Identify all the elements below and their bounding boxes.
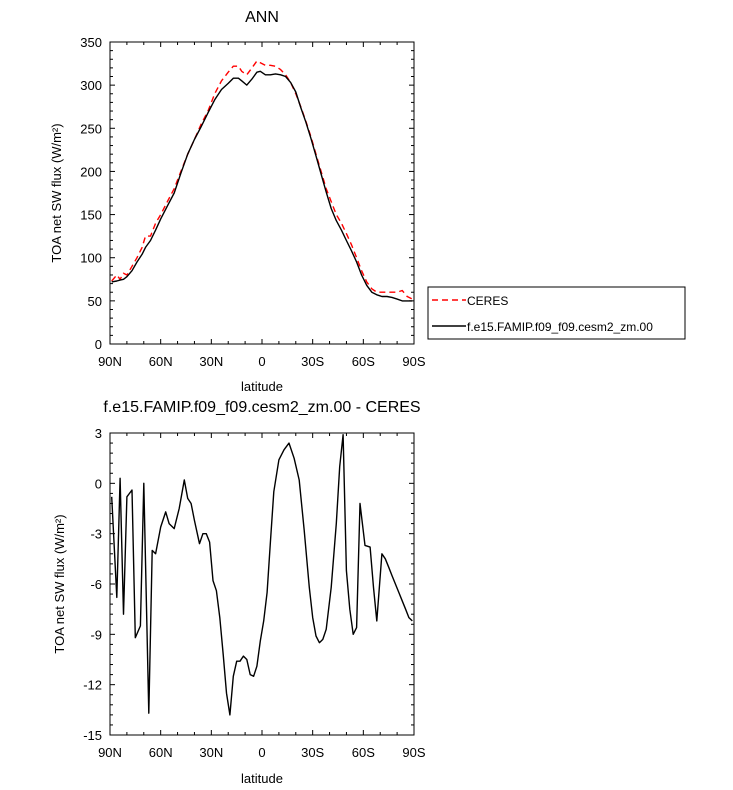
top-y-tick-label: 200 — [80, 164, 102, 179]
top-y-axis-label: TOA net SW flux (W/m²) — [49, 123, 64, 262]
top-axes: 90N 60N 30N 0 30S 60S 90S 0 50 100 150 200 250 300 350 — [80, 35, 426, 369]
top-plot-frame — [109, 41, 415, 345]
top-series-group — [111, 60, 413, 302]
bottom-series-group — [111, 434, 413, 716]
top-x-axis-label: latitude — [241, 379, 283, 394]
bottom-panel: f.e15.FAMIP.f09_f09.cesm2_zm.00 - CERES … — [52, 399, 426, 786]
legend: CERES f.e15.FAMIP.f09_f09.cesm2_zm.00 — [427, 286, 686, 340]
top-x-tick-label: 90S — [402, 354, 425, 369]
top-x-tick-label: 30N — [199, 354, 223, 369]
top-y-tick-label: 150 — [80, 208, 102, 223]
bottom-chart-title: f.e15.FAMIP.f09_f09.cesm2_zm.00 - CERES — [103, 399, 420, 416]
bottom-x-tick-label: 30N — [199, 745, 223, 760]
bottom-y-axis-label: TOA net SW flux (W/m²) — [52, 514, 67, 653]
top-y-tick-label: 0 — [95, 337, 102, 352]
bottom-plot-frame — [109, 432, 415, 736]
top-y-tick-label: 300 — [80, 78, 102, 93]
bottom-y-tick-label: -6 — [90, 577, 102, 592]
bottom-y-tick-label: -3 — [90, 527, 102, 542]
bottom-x-tick-label: 90N — [98, 745, 122, 760]
top-series-line-0 — [111, 60, 413, 300]
bottom-x-axis-label: latitude — [241, 771, 283, 786]
legend-label-ceres: CERES — [467, 294, 508, 308]
top-series-line-1 — [111, 70, 413, 302]
bottom-series-line-0 — [111, 434, 413, 716]
top-y-tick-label: 350 — [80, 35, 102, 50]
top-x-tick-label: 60S — [352, 354, 375, 369]
bottom-x-tick-label: 30S — [301, 745, 324, 760]
bottom-y-tick-label: -15 — [83, 728, 102, 743]
bottom-x-tick-label: 60S — [352, 745, 375, 760]
top-y-tick-label: 50 — [88, 294, 102, 309]
top-y-tick-label: 250 — [80, 121, 102, 136]
top-y-tick-label: 100 — [80, 251, 102, 266]
bottom-x-tick-label: 90S — [402, 745, 425, 760]
top-x-tick-label: 90N — [98, 354, 122, 369]
top-x-tick-label: 30S — [301, 354, 324, 369]
bottom-x-tick-label: 0 — [258, 745, 265, 760]
top-x-tick-label: 0 — [258, 354, 265, 369]
top-x-tick-label: 60N — [149, 354, 173, 369]
bottom-y-tick-label: -12 — [83, 678, 102, 693]
bottom-y-tick-label: 3 — [95, 426, 102, 441]
top-panel: ANN 90N 60N 30N 0 30S 60S 90S 0 50 100 150 200 250 30… — [49, 9, 686, 394]
bottom-y-tick-label: -9 — [90, 627, 102, 642]
legend-label-model: f.e15.FAMIP.f09_f09.cesm2_zm.00 — [467, 320, 653, 334]
bottom-y-tick-label: 0 — [95, 476, 102, 491]
bottom-x-tick-label: 60N — [149, 745, 173, 760]
top-chart-title: ANN — [245, 9, 279, 26]
legend-box — [427, 286, 686, 340]
